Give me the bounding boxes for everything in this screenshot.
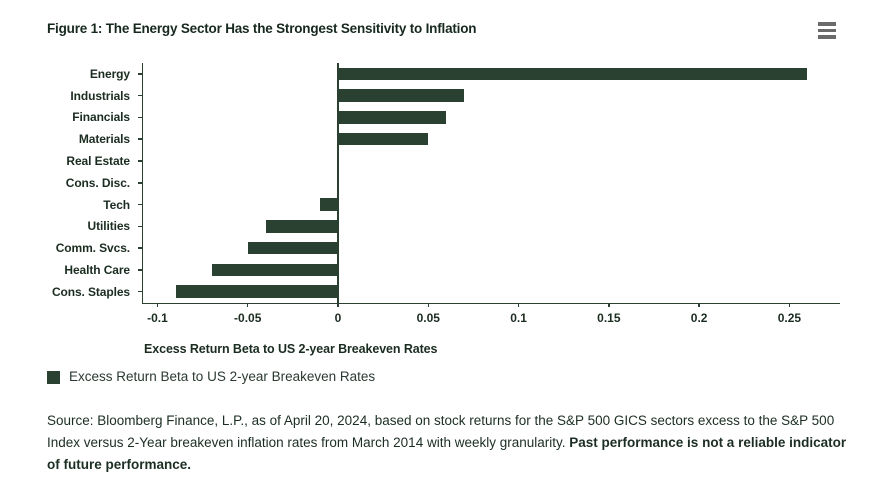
x-axis-tick [517,302,520,307]
x-axis-tick [427,302,430,307]
y-axis-tick [137,203,143,206]
zero-baseline [337,63,339,303]
y-axis-tick [137,247,143,249]
y-axis-tick [137,73,143,75]
chart-menu-button[interactable] [818,22,838,39]
source-note: Source: Bloomberg Finance, L.P., as of A… [47,410,855,476]
x-axis-tick [156,302,159,307]
source-disclaimer: Past performance is not a reliable indic… [47,435,847,472]
x-axis-tick [788,302,791,307]
y-axis-label: Cons. Disc. [65,175,130,190]
legend-swatch [47,370,60,384]
x-axis-tick-label: 0.05 [416,310,440,325]
y-axis-label: Energy [89,66,130,81]
y-axis-tick [137,269,143,271]
bar[interactable] [338,111,447,124]
y-axis-label: Financials [72,110,130,125]
x-axis-title: Excess Return Beta to US 2-year Breakeve… [144,342,438,356]
y-axis-tick [137,160,143,162]
x-axis-tick [337,302,339,307]
y-axis-label: Cons. Staples [51,284,130,299]
y-axis-label: Health Care [64,262,130,277]
y-axis-label: Comm. Svcs. [55,241,130,256]
legend-item[interactable]: Excess Return Beta to US 2-year Breakeve… [47,370,375,384]
y-axis-tick [137,225,143,228]
y-axis-label: Utilities [87,219,131,234]
x-axis-tick [608,302,610,307]
x-axis-tick-label: 0.25 [777,310,802,325]
hamburger-menu-icon [818,28,836,33]
x-axis-tick-label: -0.1 [147,310,168,325]
bar[interactable] [338,67,808,81]
hamburger-menu-icon [818,22,836,26]
x-axis-tick [246,302,249,307]
y-axis-label: Industrials [70,88,130,103]
hamburger-menu-icon [818,35,836,39]
y-axis-tick [137,116,143,119]
x-axis-tick-label: 0 [334,310,342,325]
x-axis-line [141,302,840,304]
y-axis-label: Real Estate [66,153,130,168]
x-axis-tick [698,302,700,307]
bar[interactable] [211,263,338,277]
y-axis-label: Tech [103,197,130,212]
bar[interactable] [338,89,465,102]
x-axis-tick-label: 0.15 [597,310,621,325]
figure-title: Figure 1: The Energy Sector Has the Stro… [47,21,477,36]
bar[interactable] [265,220,338,233]
y-axis-tick [137,94,143,97]
y-axis-label: Materials [78,132,130,147]
x-axis-tick-label: -0.05 [234,310,262,325]
bar[interactable] [175,285,338,298]
x-axis-tick-label: 0.1 [510,310,527,325]
bar[interactable] [319,198,338,211]
bar[interactable] [247,241,338,255]
legend-label: Excess Return Beta to US 2-year Breakeve… [69,369,376,384]
y-axis-tick [137,138,143,140]
y-axis-tick [137,182,143,184]
bar[interactable] [338,132,429,146]
x-axis-tick-label: 0.2 [690,310,708,325]
y-axis-tick [137,290,143,293]
source-text: Source: Bloomberg Finance, L.P., as of A… [47,413,835,450]
